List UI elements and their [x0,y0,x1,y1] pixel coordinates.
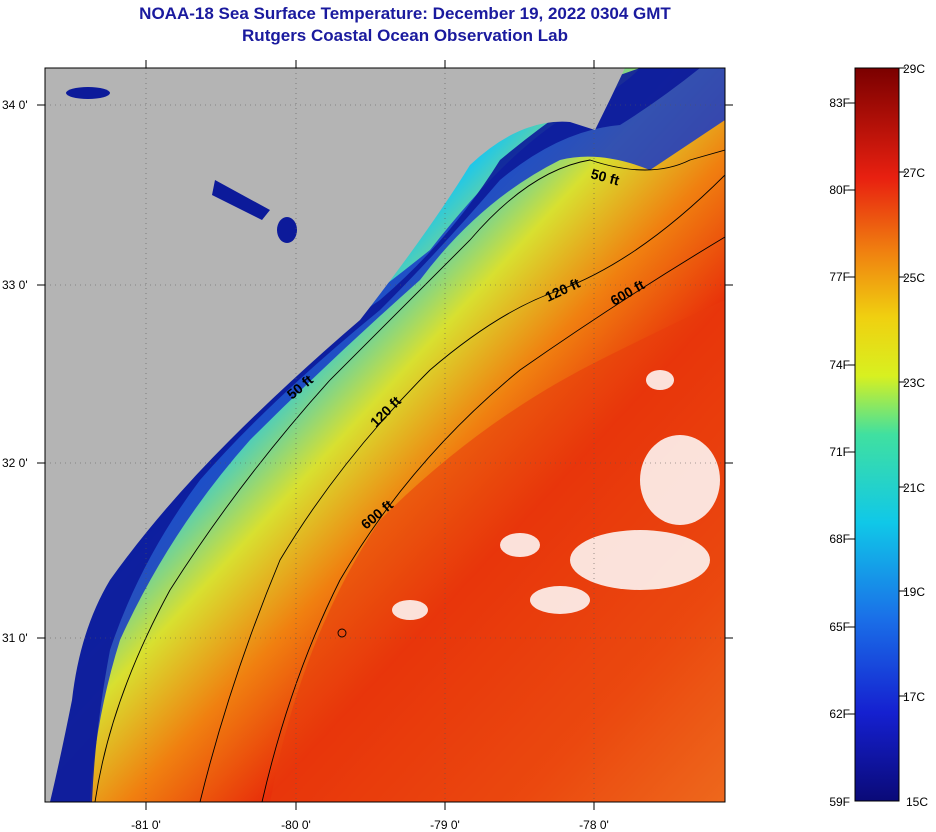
f-label-68: 68F [829,532,850,546]
colorbar-ticks [848,67,906,715]
f-label-80: 80F [829,183,850,197]
figure-subtitle: Rutgers Coastal Ocean Observation Lab [242,26,568,45]
map-gridlines [45,68,725,802]
figure-title: NOAA-18 Sea Surface Temperature: Decembe… [139,4,671,23]
colorbar-celsius-labels: 29C 27C 25C 23C 21C 19C 17C 15C [903,62,928,809]
lat-label-31: 31 0' [2,631,28,645]
lon-label-81: -81 0' [131,818,161,832]
axis-ticks [37,60,733,810]
lon-label-78: -78 0' [579,818,609,832]
land-mass [45,68,625,802]
f-label-62: 62F [829,707,850,721]
f-label-77: 77F [829,270,850,284]
c-label-25: 25C [903,271,925,285]
f-label-83: 83F [829,96,850,110]
c-label-21: 21C [903,481,925,495]
colorbar-fahrenheit-labels: 83F 80F 77F 74F 71F 68F 65F 62F 59F [829,96,850,809]
c-label-23: 23C [903,376,925,390]
longitude-labels: -81 0' -80 0' -79 0' -78 0' [131,818,609,832]
latitude-labels: 34 0' 33 0' 32 0' 31 0' [2,98,28,645]
map-frame [44,67,726,803]
contour-label-50ft-north: 50 ft [589,165,621,188]
c-label-17: 17C [903,690,925,704]
lat-label-33: 33 0' [2,278,28,292]
colorbar [854,67,900,802]
lon-label-79: -79 0' [430,818,460,832]
c-label-19: 19C [903,585,925,599]
cloud-patches [392,370,720,620]
f-label-65: 65F [829,620,850,634]
f-label-74: 74F [829,358,850,372]
f-label-71: 71F [829,445,850,459]
lon-label-80: -80 0' [281,818,311,832]
c-label-29: 29C [903,62,925,76]
depth-contours [94,149,725,802]
c-label-15: 15C [906,795,928,809]
inland-water [66,87,297,243]
f-label-59: 59F [829,795,850,809]
lat-label-34: 34 0' [2,98,28,112]
c-label-27: 27C [903,166,925,180]
lat-label-32: 32 0' [2,456,28,470]
